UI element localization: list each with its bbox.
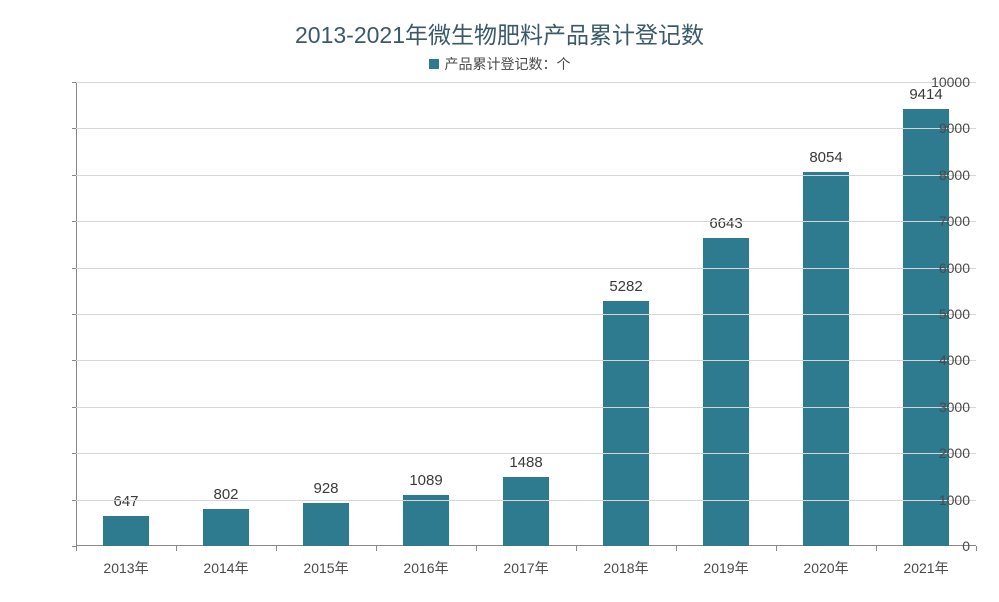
y-tick-label: 5000 [70, 306, 970, 322]
x-tick-mark [876, 546, 877, 551]
bar [603, 301, 649, 546]
bar [503, 477, 549, 546]
x-tick-label: 2014年 [203, 558, 248, 578]
x-tick-label: 2015年 [303, 558, 348, 578]
legend-marker [429, 59, 439, 69]
y-tick-label: 10000 [70, 74, 970, 90]
x-tick-label: 2017年 [503, 558, 548, 578]
chart-title: 2013-2021年微生物肥料产品累计登记数 [0, 16, 999, 50]
y-tick-label: 8000 [70, 167, 970, 183]
x-tick-label: 2019年 [703, 558, 748, 578]
bar-value-label: 1089 [386, 472, 466, 489]
y-tick-label: 7000 [70, 213, 970, 229]
bar-value-label: 5282 [586, 278, 666, 295]
y-tick-label: 6000 [70, 260, 970, 276]
x-tick-label: 2020年 [803, 558, 848, 578]
chart-legend: 产品累计登记数：个 [0, 54, 999, 74]
legend-item: 产品累计登记数：个 [429, 54, 571, 74]
x-tick-mark [276, 546, 277, 551]
y-tick-label: 1000 [70, 492, 970, 508]
legend-label: 产品累计登记数：个 [445, 54, 571, 74]
x-tick-mark [76, 546, 77, 551]
x-tick-label: 2018年 [603, 558, 648, 578]
x-tick-label: 2021年 [903, 558, 948, 578]
x-tick-mark [676, 546, 677, 551]
y-tick-label: 3000 [70, 399, 970, 415]
bar-value-label: 8054 [786, 149, 866, 166]
x-tick-label: 2016年 [403, 558, 448, 578]
chart-container: 2013-2021年微生物肥料产品累计登记数 产品累计登记数：个 6478029… [0, 0, 999, 602]
x-tick-mark [476, 546, 477, 551]
x-tick-mark [176, 546, 177, 551]
x-tick-mark [976, 546, 977, 551]
y-tick-label: 0 [70, 538, 970, 554]
y-tick-label: 2000 [70, 445, 970, 461]
plot-area: 647802928108914885282664380549414 010002… [76, 82, 976, 546]
x-tick-label: 2013年 [103, 558, 148, 578]
y-tick-label: 4000 [70, 352, 970, 368]
y-tick-label: 9000 [70, 120, 970, 136]
x-tick-mark [376, 546, 377, 551]
x-tick-mark [576, 546, 577, 551]
x-tick-mark [776, 546, 777, 551]
